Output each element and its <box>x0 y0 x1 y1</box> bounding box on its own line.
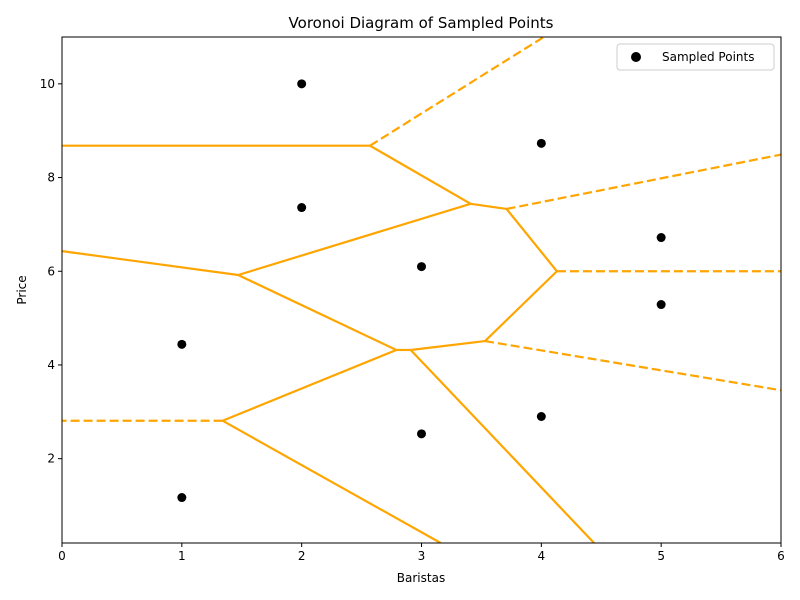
legend-box <box>616 43 775 71</box>
sampled-point <box>417 262 426 272</box>
x-tick-label: 0 <box>58 549 66 563</box>
voronoi-edge-dashed <box>484 339 781 392</box>
y-tick-label: 4 <box>47 358 55 372</box>
x-ticks: 0 1 2 3 4 5 6 <box>58 543 785 563</box>
x-tick-label: 6 <box>777 549 785 563</box>
x-tick-label: 3 <box>418 549 426 563</box>
voronoi-edge-solid <box>237 274 397 351</box>
sampled-point <box>536 412 546 421</box>
y-tick-label: 8 <box>47 171 55 185</box>
sampled-point <box>656 233 666 243</box>
y-tick-label: 10 <box>40 77 55 91</box>
voronoi-edge-solid <box>369 144 472 205</box>
plot-frame <box>61 36 782 544</box>
sampled-point <box>656 300 666 310</box>
sampled-point <box>536 138 546 148</box>
x-tick-label: 4 <box>538 549 546 563</box>
voronoi-edge-dashed <box>506 153 781 211</box>
chart-title: Voronoi Diagram of Sampled Points <box>289 14 554 32</box>
voronoi-edge-solid <box>484 270 558 342</box>
voronoi-edge-solid <box>505 208 558 272</box>
x-tick-label: 1 <box>178 549 186 563</box>
y-axis-label: Price <box>15 275 29 304</box>
voronoi-edge-dashed <box>369 37 545 147</box>
sampled-point <box>177 493 187 503</box>
x-tick-label: 5 <box>657 549 665 563</box>
voronoi-edges <box>62 37 781 543</box>
x-tick-label: 2 <box>298 549 306 563</box>
x-axis-label: Baristas <box>397 571 445 585</box>
sampled-point <box>417 429 426 439</box>
sampled-point <box>297 79 307 89</box>
voronoi-edge-solid <box>62 250 239 277</box>
legend: Sampled Points <box>616 43 775 71</box>
voronoi-edge-solid <box>409 349 595 543</box>
voronoi-edge-solid <box>222 348 397 422</box>
y-tick-label: 6 <box>47 264 55 278</box>
sampled-point <box>177 339 187 349</box>
y-ticks: 2 4 6 8 10 <box>40 77 62 466</box>
voronoi-edge-solid <box>222 419 442 543</box>
legend-label: Sampled Points <box>662 50 754 64</box>
voronoi-edge-solid <box>470 202 507 211</box>
voronoi-edge-solid <box>237 202 471 277</box>
legend-marker <box>631 52 641 62</box>
sampled-point <box>297 203 307 213</box>
sampled-points <box>177 79 666 503</box>
voronoi-edge-solid <box>410 339 486 352</box>
y-tick-label: 2 <box>47 452 55 466</box>
